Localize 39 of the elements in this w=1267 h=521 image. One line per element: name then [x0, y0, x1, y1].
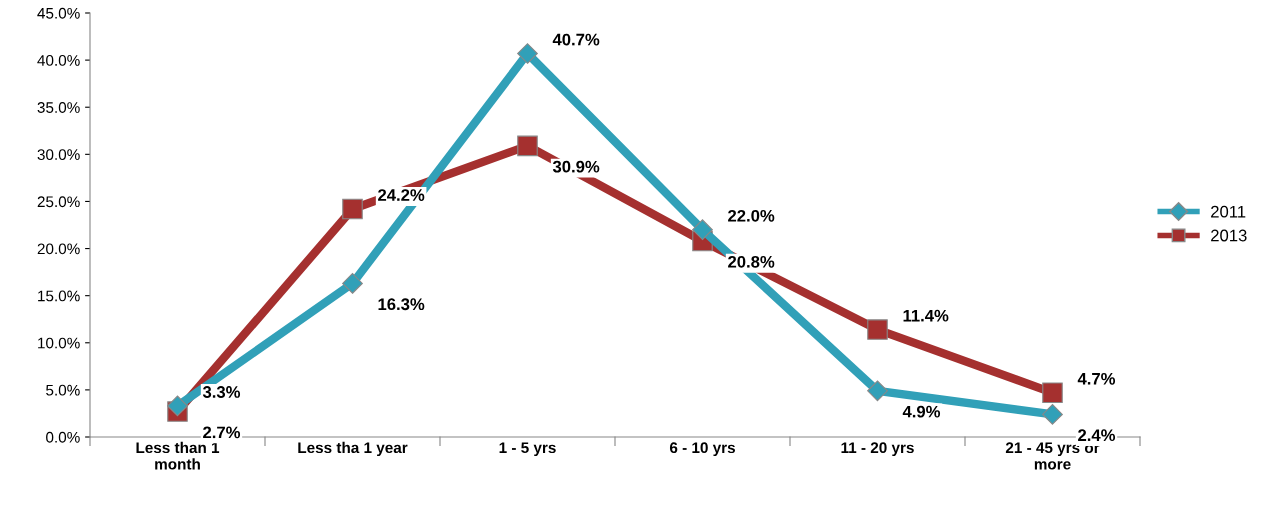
legend-label: 2013: [1211, 229, 1247, 242]
data-label: 11.4%: [903, 309, 949, 322]
x-tick-label: 1 - 5 yrs: [499, 442, 556, 457]
y-tick-label: 15.0%: [38, 290, 80, 302]
point: [692, 219, 713, 241]
point: [517, 43, 538, 64]
data-label: 24.2%: [378, 189, 425, 201]
x-tick-label: Less tha 1 year: [298, 441, 408, 457]
point: [867, 380, 888, 402]
point: [342, 198, 363, 220]
data-label: 20.8%: [728, 255, 775, 268]
data-label: 30.9%: [552, 160, 600, 173]
point: [517, 135, 538, 157]
data-label: 4.9%: [902, 405, 941, 418]
y-tick-label: 5.0%: [46, 384, 80, 396]
data-label: 2.7%: [203, 426, 241, 439]
data-label: 22.0%: [728, 209, 775, 222]
x-tick-label: 6 - 10 yrs: [669, 442, 735, 457]
data-label: 2.4%: [1078, 429, 1116, 442]
point: [1042, 404, 1063, 425]
x-tick-label: 11 - 20 yrs: [841, 442, 914, 457]
legend-label: 2011: [1211, 205, 1246, 218]
point: [867, 319, 888, 340]
data-label: 16.3%: [378, 298, 425, 311]
y-tick-label: 45.0%: [37, 7, 80, 19]
y-tick-label: 40.0%: [37, 54, 80, 66]
y-tick-label: 0.0%: [46, 431, 80, 443]
point: [1042, 382, 1063, 403]
point: [167, 395, 188, 417]
y-tick-label: 20.0%: [37, 243, 80, 255]
y-tick-label: 10.0%: [38, 337, 80, 349]
x-tick-label: Less than 1 month: [136, 441, 220, 470]
data-label: 3.3%: [202, 386, 241, 398]
data-label: 40.7%: [552, 33, 600, 46]
y-tick-label: 35.0%: [37, 102, 80, 113]
data-label: 4.7%: [1077, 372, 1116, 385]
y-tick-label: 25.0%: [37, 196, 80, 208]
y-tick-label: 30.0%: [37, 149, 80, 161]
point: [342, 273, 363, 294]
